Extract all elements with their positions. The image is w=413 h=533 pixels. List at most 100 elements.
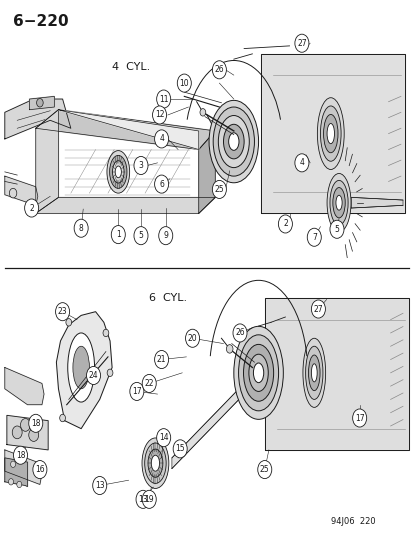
Ellipse shape (317, 98, 343, 169)
Circle shape (12, 426, 22, 439)
Circle shape (212, 180, 226, 198)
Ellipse shape (218, 116, 249, 167)
Text: 23: 23 (58, 307, 67, 316)
Circle shape (93, 477, 107, 495)
Polygon shape (351, 197, 402, 208)
Ellipse shape (223, 124, 244, 159)
Text: 27: 27 (313, 304, 323, 313)
Ellipse shape (115, 166, 121, 177)
Ellipse shape (233, 326, 282, 419)
Ellipse shape (323, 115, 337, 153)
Circle shape (130, 382, 144, 400)
Ellipse shape (151, 455, 159, 471)
Text: 4: 4 (299, 158, 304, 167)
Text: 9: 9 (163, 231, 168, 240)
Text: 17: 17 (132, 387, 141, 396)
Circle shape (226, 345, 233, 353)
Text: 3: 3 (138, 161, 143, 170)
Text: 4  CYL.: 4 CYL. (112, 62, 150, 72)
Text: 16: 16 (35, 465, 45, 474)
Text: 4: 4 (159, 134, 164, 143)
Ellipse shape (335, 195, 341, 210)
Circle shape (86, 367, 100, 384)
Text: 18: 18 (31, 419, 40, 428)
Text: 18: 18 (16, 451, 25, 460)
Text: 25: 25 (259, 465, 269, 474)
Circle shape (33, 461, 47, 479)
Text: 26: 26 (235, 328, 244, 337)
Text: 20: 20 (187, 334, 197, 343)
Text: 1: 1 (116, 230, 120, 239)
Text: 22: 22 (144, 379, 154, 388)
Ellipse shape (109, 156, 127, 188)
Ellipse shape (243, 344, 273, 401)
Circle shape (142, 374, 156, 392)
Text: 24: 24 (88, 371, 98, 380)
Circle shape (154, 175, 168, 193)
Ellipse shape (145, 443, 166, 483)
Ellipse shape (332, 188, 344, 218)
Text: 5: 5 (334, 225, 339, 234)
Text: 6: 6 (159, 180, 164, 189)
Circle shape (156, 429, 170, 447)
Ellipse shape (147, 449, 162, 477)
Ellipse shape (238, 335, 278, 411)
Ellipse shape (305, 346, 322, 399)
Polygon shape (36, 110, 215, 150)
Polygon shape (264, 298, 408, 450)
Circle shape (233, 324, 247, 342)
Circle shape (111, 225, 125, 244)
Text: 10: 10 (179, 78, 189, 87)
Circle shape (142, 490, 156, 508)
Circle shape (136, 490, 150, 508)
Circle shape (158, 227, 172, 245)
Circle shape (177, 74, 191, 92)
Circle shape (154, 130, 168, 148)
Circle shape (24, 199, 38, 217)
Polygon shape (56, 312, 112, 429)
Text: 6−220: 6−220 (13, 14, 69, 29)
Circle shape (134, 227, 147, 245)
Ellipse shape (142, 438, 169, 488)
Circle shape (199, 109, 205, 116)
Ellipse shape (248, 354, 268, 391)
Text: 11: 11 (159, 94, 168, 103)
Circle shape (185, 329, 199, 348)
Ellipse shape (228, 133, 238, 150)
Text: 25: 25 (214, 185, 224, 194)
Ellipse shape (308, 355, 319, 391)
Circle shape (9, 188, 17, 198)
Ellipse shape (209, 100, 258, 183)
Polygon shape (5, 176, 38, 205)
Polygon shape (36, 110, 58, 213)
Text: 13: 13 (138, 495, 147, 504)
Text: 94J06  220: 94J06 220 (330, 517, 375, 526)
Text: 2: 2 (282, 220, 287, 229)
Circle shape (28, 414, 43, 432)
Ellipse shape (311, 364, 316, 382)
Ellipse shape (107, 151, 129, 193)
Circle shape (154, 351, 168, 368)
Circle shape (152, 106, 166, 124)
Circle shape (329, 220, 343, 238)
Circle shape (55, 303, 69, 321)
Text: 7: 7 (311, 233, 316, 242)
Text: 27: 27 (297, 39, 306, 48)
Polygon shape (5, 450, 42, 484)
Circle shape (59, 414, 65, 422)
Ellipse shape (213, 107, 254, 176)
Text: 12: 12 (154, 110, 164, 119)
Ellipse shape (112, 161, 124, 183)
Circle shape (74, 219, 88, 237)
Polygon shape (5, 99, 71, 139)
Polygon shape (7, 415, 48, 450)
Text: 5: 5 (138, 231, 143, 240)
Ellipse shape (329, 180, 347, 225)
Circle shape (36, 99, 43, 107)
Circle shape (21, 418, 30, 431)
Text: 15: 15 (175, 445, 185, 454)
Circle shape (294, 34, 308, 52)
Text: 19: 19 (144, 495, 154, 504)
Circle shape (14, 446, 27, 464)
Circle shape (11, 461, 16, 467)
